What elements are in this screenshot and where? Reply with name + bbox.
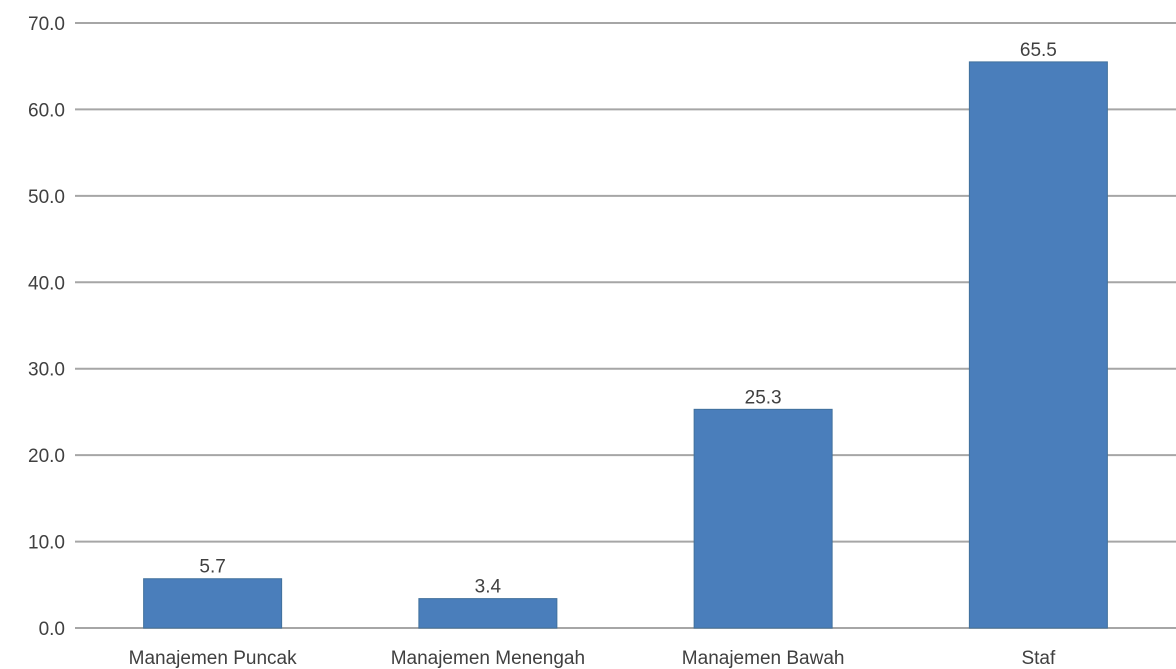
bar bbox=[144, 579, 282, 628]
x-category-label: Staf bbox=[1021, 648, 1056, 669]
y-tick-label: 60.0 bbox=[28, 100, 65, 121]
data-label: 5.7 bbox=[199, 557, 225, 578]
y-tick-label: 10.0 bbox=[28, 533, 65, 554]
data-label: 65.5 bbox=[1020, 40, 1057, 61]
y-tick-label: 40.0 bbox=[28, 273, 65, 294]
bars bbox=[144, 62, 1108, 628]
y-tick-label: 70.0 bbox=[28, 14, 65, 35]
data-labels: 5.7 3.4 25.3 65.5 bbox=[199, 40, 1056, 598]
y-tick-label: 50.0 bbox=[28, 187, 65, 208]
y-tick-label: 20.0 bbox=[28, 446, 65, 467]
y-tick-label: 30.0 bbox=[28, 360, 65, 381]
x-axis-categories: Manajemen Puncak Manajemen Menengah Manaje… bbox=[129, 648, 1056, 669]
bar bbox=[694, 409, 832, 628]
y-axis-ticks: 0.0 10.0 20.0 30.0 40.0 50.0 60.0 70.0 bbox=[28, 14, 65, 640]
bar bbox=[419, 599, 557, 628]
data-label: 25.3 bbox=[745, 387, 782, 408]
data-label: 3.4 bbox=[475, 577, 502, 598]
x-category-label: Manajemen Menengah bbox=[391, 648, 585, 669]
x-category-label: Manajemen Bawah bbox=[682, 648, 845, 669]
y-tick-label: 0.0 bbox=[39, 619, 65, 640]
x-category-label: Manajemen Puncak bbox=[129, 648, 297, 669]
bar bbox=[969, 62, 1107, 628]
